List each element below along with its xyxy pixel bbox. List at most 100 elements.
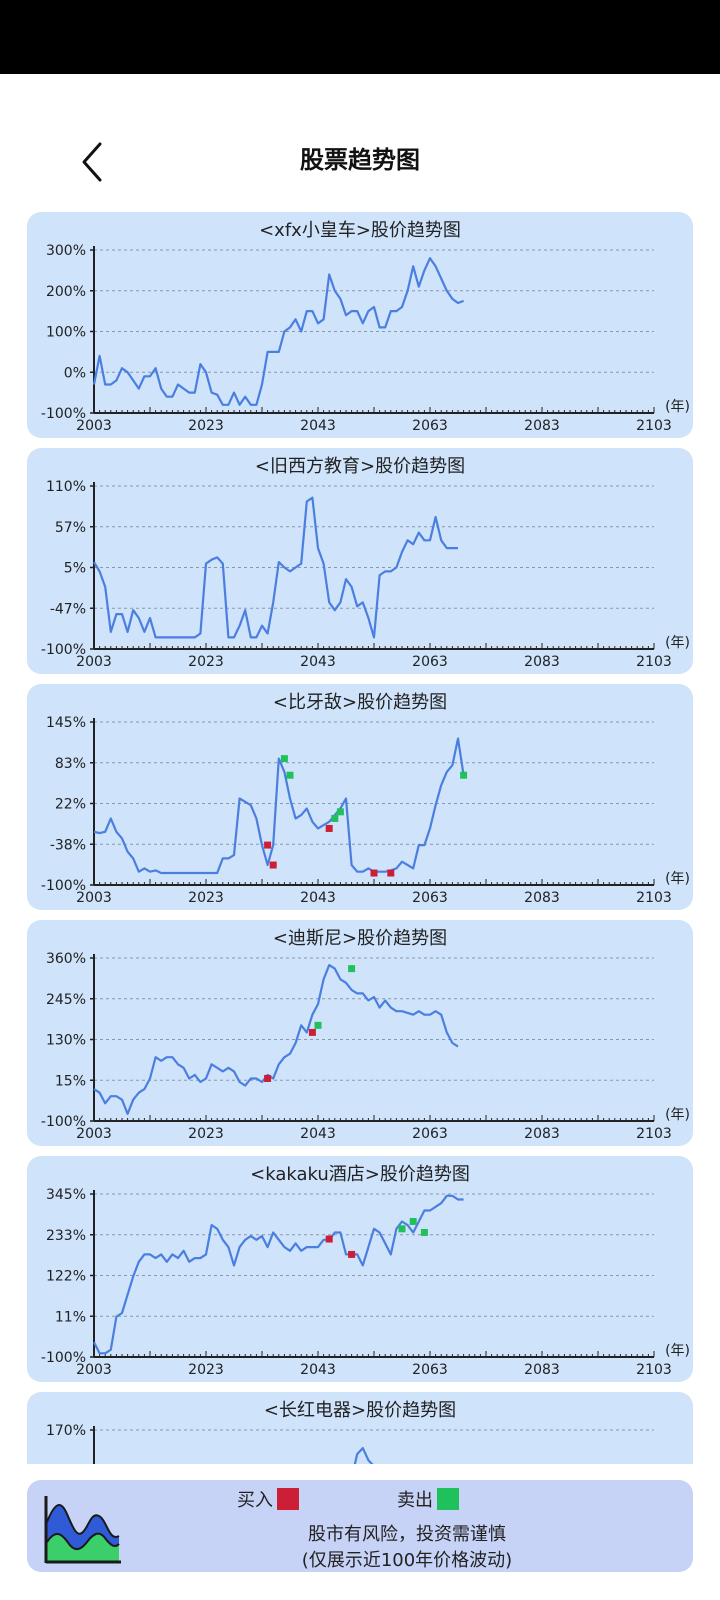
chart-list[interactable]: <xfx小皇车>股价趋势图 300% 200% 100% 0% -100% 2003 2023… xyxy=(0,212,720,1464)
y-tick-label: 170% xyxy=(46,1423,86,1439)
chart-card[interactable]: <xfx小皇车>股价趋势图 300% 200% 100% 0% -100% 2003 2023… xyxy=(27,212,693,438)
x-tick-label: 2003 xyxy=(76,1362,112,1378)
chart-title: <迪斯尼>股价趋势图 xyxy=(272,928,448,949)
x-tick-label: 2083 xyxy=(524,890,560,906)
sell-marker xyxy=(420,1228,428,1236)
x-tick-label: 2043 xyxy=(300,418,336,434)
y-tick-label: 0% xyxy=(64,365,86,381)
chart-title: <长红电器>股价趋势图 xyxy=(263,1400,457,1421)
legend-sell-swatch xyxy=(437,1488,459,1510)
price-line xyxy=(93,496,458,639)
x-tick-label: 2003 xyxy=(76,890,112,906)
y-tick-label: 200% xyxy=(46,284,86,300)
buy-marker xyxy=(370,869,378,877)
x-tick-label: 2003 xyxy=(76,1126,112,1142)
y-tick-label: -100% xyxy=(41,642,86,658)
y-tick-label: -100% xyxy=(41,1114,86,1130)
range-note: (仅展示近100年价格波动) xyxy=(301,1550,513,1571)
y-tick-label: 360% xyxy=(46,951,86,967)
price-line xyxy=(93,963,459,1115)
x-tick-label: 2003 xyxy=(76,418,112,434)
price-line xyxy=(93,737,465,875)
status-bar xyxy=(0,0,720,74)
x-tick-label: 2063 xyxy=(412,1126,448,1142)
sell-marker xyxy=(398,1225,406,1233)
x-tick-label: 2043 xyxy=(300,654,336,670)
page-title: 股票趋势图 xyxy=(300,146,420,174)
y-tick-label: 100% xyxy=(46,325,86,341)
price-line xyxy=(92,257,464,406)
x-tick-label: 2063 xyxy=(412,418,448,434)
x-tick-label: 2023 xyxy=(188,654,224,670)
x-tick-label: 2023 xyxy=(188,418,224,434)
price-line xyxy=(353,1446,374,1464)
y-tick-label: 15% xyxy=(55,1073,86,1089)
sell-marker xyxy=(314,1021,322,1029)
line-chart: 345% 233% 122% 11% -100%2003 2023 2043 2063 2083… xyxy=(41,1187,690,1378)
buy-marker xyxy=(264,841,272,849)
chart-card[interactable]: <kakaku酒店>股价趋势图 345% 233% 122% 11% -100% 2003 2… xyxy=(27,1156,693,1382)
sell-marker xyxy=(460,771,468,779)
y-tick-label: 22% xyxy=(55,797,86,813)
x-tick-label: 2103 xyxy=(636,1362,672,1378)
y-tick-label: 83% xyxy=(55,756,86,772)
buy-marker xyxy=(269,861,277,869)
y-tick-label: 145% xyxy=(46,715,86,731)
buy-marker xyxy=(325,1235,333,1243)
x-tick-label: 2043 xyxy=(300,1126,336,1142)
y-tick-label: 11% xyxy=(55,1309,86,1325)
risk-warning: 股市有风险，投资需谨慎 xyxy=(308,1524,506,1545)
sell-marker xyxy=(280,755,288,763)
chart-card[interactable]: <旧西方教育>股价趋势图 110% 57% 5% -47% -100% 2003 2023 20… xyxy=(27,448,693,674)
chart-title: <旧西方教育>股价趋势图 xyxy=(254,456,466,477)
x-tick-label: 2023 xyxy=(188,1126,224,1142)
y-tick-label: 110% xyxy=(46,479,86,495)
x-tick-label: 2103 xyxy=(636,890,672,906)
legend-footer: 买入 卖出 股市有风险，投资需谨慎 (仅展示近100年价格波动) xyxy=(27,1480,693,1572)
y-tick-label: -100% xyxy=(41,406,86,422)
x-unit-label: (年) xyxy=(665,1343,690,1359)
line-chart: 360% 245% 130% 15% -100%2003 2023 2043 2063 2083… xyxy=(41,951,690,1142)
x-unit-label: (年) xyxy=(665,635,690,651)
area-chart-icon xyxy=(44,1496,121,1564)
x-tick-label: 2063 xyxy=(412,890,448,906)
legend-sell: 卖出 xyxy=(397,1486,459,1512)
buy-marker xyxy=(348,1250,356,1258)
y-tick-label: 5% xyxy=(64,561,86,577)
y-tick-label: -100% xyxy=(41,878,86,894)
line-chart: 110% 57% 5% -47% -100%2003 2023 2043 2063 2083 21… xyxy=(41,479,690,670)
buy-marker xyxy=(264,1074,272,1082)
y-tick-label: -47% xyxy=(50,601,86,617)
y-tick-label: 122% xyxy=(46,1269,86,1285)
sell-marker xyxy=(336,808,344,816)
y-tick-label: 345% xyxy=(46,1187,86,1203)
x-tick-label: 2083 xyxy=(524,654,560,670)
x-tick-label: 2003 xyxy=(76,654,112,670)
x-unit-label: (年) xyxy=(665,871,690,887)
x-tick-label: 2043 xyxy=(300,1362,336,1378)
chart-title: <kakaku酒店>股价趋势图 xyxy=(250,1164,470,1185)
legend-buy-label: 买入 xyxy=(237,1490,273,1511)
buy-marker xyxy=(387,869,395,877)
chart-card[interactable]: <迪斯尼>股价趋势图 360% 245% 130% 15% -100% 2003 2023 20… xyxy=(27,920,693,1146)
x-tick-label: 2103 xyxy=(636,418,672,434)
line-chart: 145% 83% 22% -38% -100%2003 2023 2043 2063 2083 2… xyxy=(41,715,690,906)
x-tick-label: 2043 xyxy=(300,890,336,906)
y-tick-label: -100% xyxy=(41,1350,86,1366)
x-tick-label: 2083 xyxy=(524,418,560,434)
chart-card[interactable]: <长红电器>股价趋势图170%200320232043206320832103(… xyxy=(27,1392,693,1464)
x-tick-label: 2083 xyxy=(524,1126,560,1142)
chevron-left-icon xyxy=(82,142,102,182)
legend-sell-label: 卖出 xyxy=(397,1490,433,1511)
price-line xyxy=(93,1194,464,1355)
x-tick-label: 2023 xyxy=(188,1362,224,1378)
chart-card[interactable]: <比牙敌>股价趋势图 145% 83% 22% -38% -100% 2003 2023 204… xyxy=(27,684,693,910)
back-button[interactable] xyxy=(70,138,118,186)
x-tick-label: 2063 xyxy=(412,654,448,670)
y-tick-label: 233% xyxy=(46,1228,86,1244)
sell-marker xyxy=(331,814,339,822)
x-tick-label: 2083 xyxy=(524,1362,560,1378)
y-tick-label: 245% xyxy=(46,992,86,1008)
x-tick-label: 2023 xyxy=(188,890,224,906)
x-tick-label: 2103 xyxy=(636,1126,672,1142)
